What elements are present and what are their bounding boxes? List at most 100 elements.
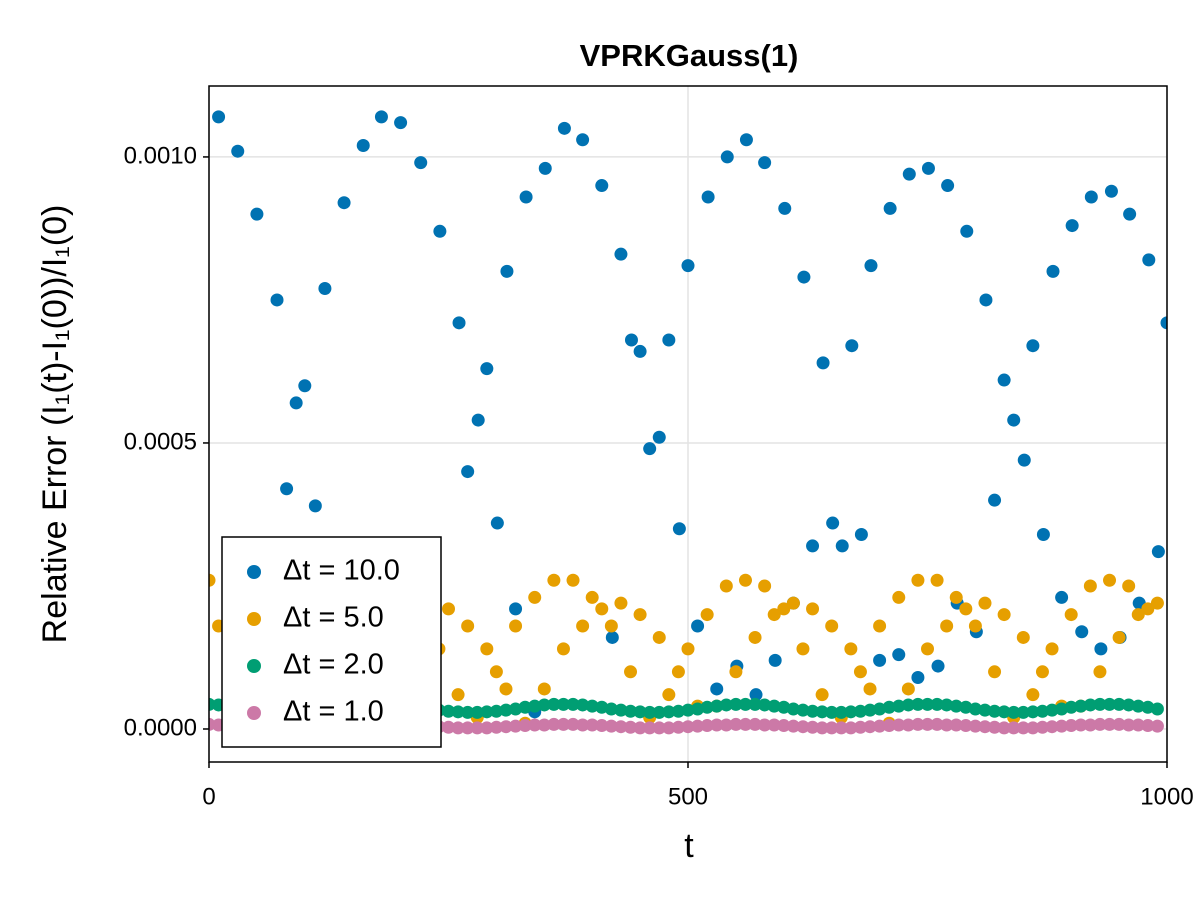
point bbox=[1064, 608, 1078, 622]
point bbox=[777, 700, 791, 714]
point bbox=[1055, 590, 1069, 604]
point bbox=[547, 573, 561, 587]
point bbox=[796, 703, 810, 717]
point bbox=[1160, 316, 1167, 330]
point bbox=[853, 720, 867, 734]
point bbox=[978, 703, 992, 717]
point bbox=[1016, 705, 1030, 719]
y-tick-label: 0.0000 bbox=[124, 714, 197, 741]
legend-label: Δt = 10.0 bbox=[283, 555, 400, 587]
point bbox=[959, 602, 973, 616]
point bbox=[911, 717, 925, 731]
point bbox=[442, 704, 455, 718]
point bbox=[806, 704, 820, 718]
point bbox=[633, 705, 647, 719]
point bbox=[882, 700, 896, 714]
point bbox=[748, 717, 762, 731]
point bbox=[442, 602, 455, 616]
chart-title: VPRKGauss(1) bbox=[580, 38, 799, 73]
point bbox=[1083, 718, 1097, 732]
point bbox=[826, 516, 840, 530]
point bbox=[834, 705, 848, 719]
point bbox=[1103, 573, 1117, 587]
point bbox=[451, 721, 465, 735]
point bbox=[662, 688, 676, 702]
point bbox=[518, 719, 532, 733]
point bbox=[1064, 700, 1078, 714]
point bbox=[786, 702, 800, 716]
point bbox=[911, 697, 925, 711]
point bbox=[1123, 207, 1137, 221]
point bbox=[815, 688, 829, 702]
point bbox=[997, 705, 1011, 719]
point bbox=[1065, 219, 1079, 233]
point bbox=[1093, 665, 1107, 679]
y-tick-label: 0.0005 bbox=[124, 428, 197, 455]
point bbox=[959, 700, 973, 714]
point bbox=[1007, 721, 1021, 735]
point bbox=[1045, 703, 1059, 717]
x-tick-label: 1000 bbox=[1140, 783, 1193, 810]
point bbox=[643, 442, 657, 456]
point bbox=[595, 179, 609, 193]
point bbox=[997, 373, 1011, 387]
point bbox=[1026, 339, 1040, 353]
point bbox=[700, 719, 714, 733]
point bbox=[480, 362, 494, 376]
point bbox=[547, 697, 561, 711]
point bbox=[528, 590, 542, 604]
point bbox=[729, 665, 743, 679]
point bbox=[537, 718, 551, 732]
point bbox=[1026, 721, 1040, 735]
point bbox=[749, 688, 763, 702]
legend: Δt = 10.0 Δt = 5.0 Δt = 2.0 Δt = 1.0 bbox=[221, 536, 442, 748]
point bbox=[1131, 718, 1145, 732]
point bbox=[806, 602, 820, 616]
point bbox=[873, 702, 887, 716]
point bbox=[662, 705, 676, 719]
point bbox=[1151, 545, 1165, 559]
point bbox=[1083, 579, 1097, 593]
point bbox=[509, 702, 523, 716]
point bbox=[844, 721, 858, 735]
y-tick-label: 0.0010 bbox=[124, 142, 197, 169]
point bbox=[1075, 625, 1089, 639]
point bbox=[1142, 253, 1156, 267]
point bbox=[652, 430, 666, 444]
point bbox=[949, 699, 963, 713]
point bbox=[433, 224, 447, 238]
point bbox=[767, 608, 781, 622]
point bbox=[1131, 608, 1145, 622]
point bbox=[537, 698, 551, 712]
legend-marker bbox=[247, 706, 261, 720]
point bbox=[825, 619, 839, 633]
point bbox=[1104, 184, 1118, 198]
point bbox=[796, 720, 810, 734]
point bbox=[1141, 700, 1155, 714]
point bbox=[1035, 665, 1049, 679]
point bbox=[1046, 264, 1060, 278]
point bbox=[719, 579, 733, 593]
point bbox=[738, 717, 752, 731]
point bbox=[1103, 717, 1117, 731]
point bbox=[585, 699, 599, 713]
legend-label: Δt = 1.0 bbox=[283, 696, 384, 728]
point bbox=[595, 700, 609, 714]
point bbox=[901, 682, 915, 696]
point bbox=[451, 705, 465, 719]
point bbox=[720, 150, 734, 164]
point bbox=[1055, 702, 1069, 716]
point bbox=[691, 702, 705, 716]
point bbox=[1036, 527, 1050, 541]
x-tick-label: 500 bbox=[668, 783, 708, 810]
point bbox=[480, 642, 494, 656]
point bbox=[835, 539, 849, 553]
point bbox=[748, 697, 762, 711]
point bbox=[633, 721, 647, 735]
point bbox=[471, 413, 485, 427]
point bbox=[318, 282, 332, 296]
y-axis-label: Relative Error (I₁(t)-I₁(0))/I₁(0) bbox=[36, 205, 74, 644]
point bbox=[1150, 702, 1164, 716]
point bbox=[739, 133, 753, 147]
